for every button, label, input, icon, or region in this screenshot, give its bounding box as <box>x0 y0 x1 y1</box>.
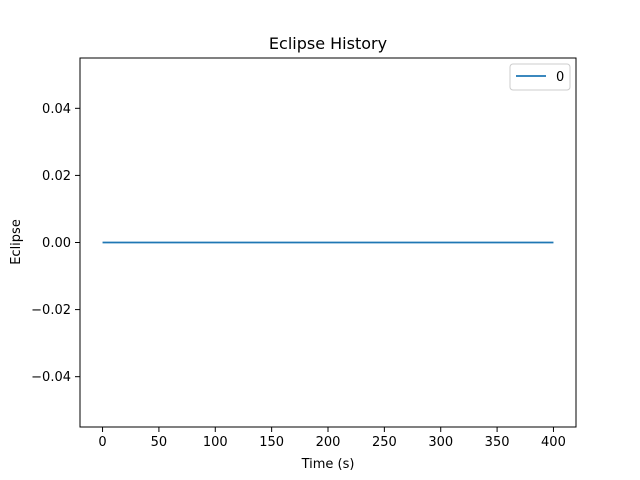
y-tick-label: −0.04 <box>31 370 71 385</box>
y-axis: −0.04 −0.02 0.00 0.02 0.04 <box>31 102 80 385</box>
legend-box <box>509 63 571 91</box>
x-tick-label: 50 <box>151 435 168 450</box>
y-tick-label: 0.02 <box>42 169 71 184</box>
x-tick-label: 200 <box>316 435 341 450</box>
x-tick-label: 0 <box>98 435 106 450</box>
y-axis-label: Eclipse <box>9 219 24 265</box>
x-tick-label: 350 <box>485 435 510 450</box>
x-axis: 0 50 100 150 200 250 300 350 400 <box>98 427 566 450</box>
legend: 0 <box>509 63 571 91</box>
chart-title: Eclipse History <box>269 34 387 53</box>
x-axis-label: Time (s) <box>301 457 355 472</box>
x-tick-label: 300 <box>428 435 453 450</box>
y-tick-label: −0.02 <box>31 303 71 318</box>
legend-label-series-0: 0 <box>556 70 564 85</box>
x-tick-label: 150 <box>259 435 284 450</box>
x-tick-label: 400 <box>541 435 566 450</box>
y-tick-label: 0.04 <box>42 102 71 117</box>
x-tick-label: 250 <box>372 435 397 450</box>
x-tick-label: 100 <box>203 435 228 450</box>
y-tick-label: 0.00 <box>42 236 71 251</box>
